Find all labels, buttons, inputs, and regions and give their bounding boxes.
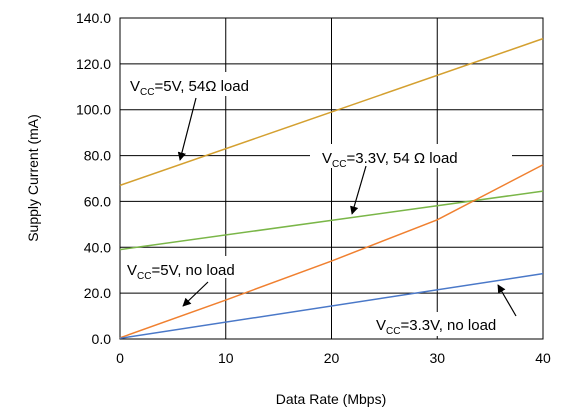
grid-lines <box>119 17 544 340</box>
y-tick-label: 60.0 <box>84 193 111 209</box>
y-axis-title: Supply Current (mA) <box>25 114 41 242</box>
label-bg-33v-54 <box>310 144 512 168</box>
series-lines <box>119 37 544 340</box>
label-bg-33v-noload <box>372 312 532 336</box>
x-tick-label: 20 <box>324 350 340 366</box>
x-tick-label: 30 <box>429 350 445 366</box>
y-tick-label: 120.0 <box>76 56 111 72</box>
y-tick-label: 0.0 <box>92 331 112 347</box>
y-tick-label: 80.0 <box>84 148 111 164</box>
y-tick-label: 100.0 <box>76 102 111 118</box>
x-axis-ticks: 0 10 20 30 40 <box>116 350 551 366</box>
arrow-5v-noload <box>182 281 209 307</box>
x-tick-label: 0 <box>116 350 124 366</box>
label-bg-5v-54 <box>125 72 297 96</box>
y-axis-ticks: 0.0 20.0 40.0 60.0 80.0 100.0 120.0 140.0 <box>76 10 111 347</box>
x-axis-title: Data Rate (Mbps) <box>276 391 386 407</box>
y-tick-label: 20.0 <box>84 285 111 301</box>
x-tick-label: 10 <box>218 350 234 366</box>
label-bg-5v-noload <box>124 256 246 278</box>
series-line-s33vno <box>119 272 544 340</box>
y-tick-label: 140.0 <box>76 10 111 26</box>
label-3v3-54-ohm: VCC=3.3V, 54 Ω load <box>322 150 458 170</box>
arrow-3v3-54 <box>350 165 367 215</box>
label-5v-54-ohm: VCC=5V, 54Ω load <box>130 78 249 98</box>
annotation-arrows <box>177 97 517 317</box>
series-line-s5vno <box>119 164 544 339</box>
y-tick-label: 40.0 <box>84 239 111 255</box>
series-line-s5v54 <box>119 37 544 187</box>
arrow-5v-54 <box>177 97 197 161</box>
plot-frame <box>119 17 544 340</box>
label-3v3-no-load: VCC=3.3V, no load <box>376 317 496 337</box>
label-5v-no-load: VCC=5V, no load <box>127 262 235 282</box>
x-tick-label: 40 <box>535 350 551 366</box>
arrow-3v3-noload <box>497 284 517 317</box>
